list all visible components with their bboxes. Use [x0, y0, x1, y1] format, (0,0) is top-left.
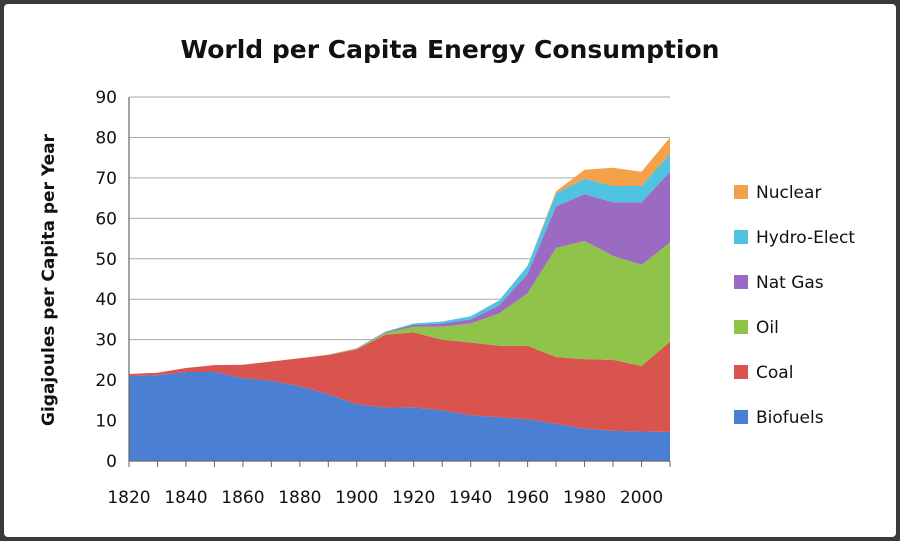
legend-label: Oil [756, 318, 779, 338]
chart-title: World per Capita Energy Consumption [181, 35, 720, 64]
axes [128, 97, 671, 467]
legend-item: Nuclear [734, 183, 821, 203]
y-tick-label: 50 [95, 250, 117, 270]
y-tick-label: 0 [106, 452, 117, 472]
legend-swatch [734, 230, 748, 244]
area-coal [129, 332, 670, 432]
legend-swatch [734, 320, 748, 334]
x-tick-label: 1840 [164, 488, 207, 508]
y-tick-label: 60 [95, 209, 117, 229]
legend-item: Nat Gas [734, 273, 824, 293]
legend-swatch [734, 365, 748, 379]
area-series [129, 137, 670, 461]
x-tick-label: 1880 [278, 488, 321, 508]
legend-label: Biofuels [756, 408, 824, 428]
x-tick-label: 1940 [449, 488, 492, 508]
y-axis-label: Gigajoules per Capita per Year [39, 133, 59, 426]
x-tick-label: 1980 [563, 488, 606, 508]
y-tick-label: 40 [95, 290, 117, 310]
legend-item: Coal [734, 363, 793, 383]
area-oil [129, 241, 670, 374]
legend-item: Hydro-Elect [734, 228, 855, 248]
x-tick-label: 1900 [335, 488, 378, 508]
legend-swatch [734, 275, 748, 289]
x-tick-label: 1860 [221, 488, 264, 508]
y-tick-labels: 0 10 20 30 40 50 60 70 80 90 [95, 88, 117, 472]
energy-area-chart: World per Capita Energy Consumption 0 10 2… [39, 35, 855, 508]
legend-swatch [734, 185, 748, 199]
legend-swatch [734, 410, 748, 424]
x-tick-label: 1820 [107, 488, 150, 508]
area-biofuels [129, 372, 670, 461]
x-tick-label: 2000 [620, 488, 663, 508]
x-tick-label: 1920 [392, 488, 435, 508]
y-tick-label: 10 [95, 412, 117, 432]
chart-frame: World per Capita Energy Consumption 0 10 2… [4, 4, 896, 537]
y-tick-label: 30 [95, 331, 117, 351]
y-tick-label: 90 [95, 88, 117, 108]
x-tick-labels: 1820 1840 1860 1880 1900 1920 1940 1960 1980 2000 [107, 488, 663, 508]
y-tick-label: 70 [95, 169, 117, 189]
legend-item: Biofuels [734, 408, 824, 428]
legend-label: Hydro-Elect [756, 228, 855, 248]
legend-label: Coal [756, 363, 793, 383]
legend-label: Nuclear [756, 183, 821, 203]
legend-item: Oil [734, 318, 779, 338]
legend: Nuclear Hydro-Elect Nat Gas Oil Coal Biofuels [734, 183, 855, 428]
legend-label: Nat Gas [756, 273, 824, 293]
y-tick-label: 20 [95, 371, 117, 391]
y-tick-label: 80 [95, 128, 117, 148]
x-tick-label: 1960 [506, 488, 549, 508]
